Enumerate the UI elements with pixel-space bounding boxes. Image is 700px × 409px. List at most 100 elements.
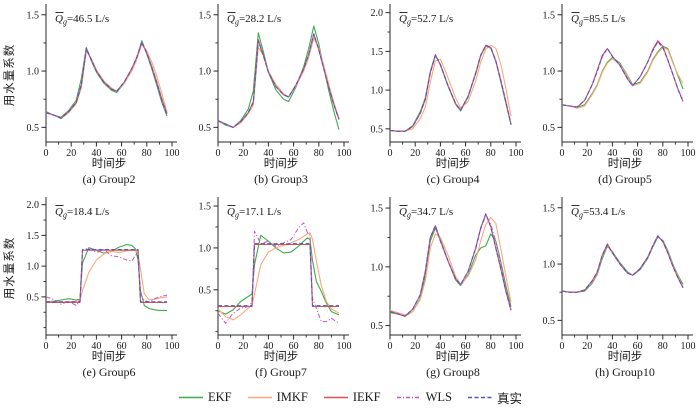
line-imkf (45, 43, 168, 119)
x-axis-title: 时间步 (92, 157, 127, 170)
line-imkf (217, 37, 340, 128)
legend-line-ekf (178, 396, 203, 398)
legend-label-wls: WLS (425, 389, 453, 404)
qg-annotation: Qg=28.2 L/s (227, 13, 281, 27)
line-iekf (561, 40, 684, 108)
qg-annotation: Qg=18.4 L/s (55, 206, 109, 220)
line-ekf (389, 227, 512, 317)
y-tick-label: 0.5 (27, 292, 40, 303)
x-tick-label: 80 (314, 148, 324, 159)
x-axis-title: 时间步 (92, 350, 127, 363)
x-axis-title: 时间步 (436, 157, 471, 170)
x-axis-title: 时间步 (436, 350, 471, 363)
x-tick-label: 0 (388, 341, 393, 352)
subplot-caption: (e) Group6 (83, 365, 136, 379)
qg-annotation: Qg=46.5 L/s (55, 13, 109, 27)
line-ekf (561, 45, 684, 108)
line-wls (389, 45, 512, 132)
qg-annotation: Qg=17.1 L/s (227, 206, 281, 220)
line-iekf (389, 213, 512, 317)
line-ekf (45, 40, 168, 118)
x-tick-label: 40 (607, 341, 617, 352)
x-tick-label: 40 (263, 148, 273, 159)
line-ekf (45, 244, 167, 311)
line-iekf (218, 243, 339, 308)
x-axis-title: 时间步 (264, 157, 299, 170)
x-tick-label: 80 (142, 148, 152, 159)
x-tick-label: 20 (66, 341, 76, 352)
x-tick-label: 60 (289, 341, 299, 352)
line-wls (217, 34, 340, 128)
y-tick-label: 1.5 (543, 10, 556, 21)
qg-annotation: Qg=34.7 L/s (399, 206, 453, 220)
y-tick-label: 0.5 (543, 316, 556, 327)
y-tick-label: 1.0 (27, 67, 40, 78)
subplot-4: 0.5 1.0 1.5 0 20 40 60 80 100 Qg=85.5 L/s 时间步 (d) G… (543, 4, 696, 186)
legend-line-wls (396, 396, 421, 398)
subplot-caption: (c) Group4 (427, 172, 480, 186)
y-axis-title: 用水量系数 (2, 237, 16, 300)
line-iekf (217, 33, 340, 128)
x-tick-label: 60 (289, 148, 299, 159)
x-tick-label: 100 (681, 341, 696, 352)
x-tick-label: 0 (216, 341, 221, 352)
line-wls (217, 222, 340, 324)
x-tick-label: 40 (607, 148, 617, 159)
x-tick-label: 20 (410, 341, 420, 352)
line-true (561, 235, 684, 293)
y-tick-label: 0.5 (371, 321, 384, 332)
y-tick-label: 1.5 (371, 47, 384, 58)
legend: EKF IMKF IEKF WLS 真实 (0, 386, 700, 408)
legend-label-iekf: IEKF (352, 389, 381, 404)
x-tick-label: 60 (633, 148, 643, 159)
x-tick-label: 0 (44, 341, 49, 352)
subplot-2: 0.5 1.0 1.5 0 20 40 60 80 100 Qg=28.2 L/s 时间步 (b) G… (199, 4, 352, 186)
x-tick-label: 40 (263, 341, 273, 352)
legend-item-true: 真实 (467, 388, 522, 407)
line-true (217, 33, 340, 128)
x-tick-label: 0 (44, 148, 49, 159)
legend-line-iekf (323, 396, 348, 398)
x-tick-label: 0 (216, 148, 221, 159)
line-ekf (217, 234, 340, 316)
subplot-caption: (g) Group8 (426, 365, 480, 379)
legend-item-ekf: EKF (178, 390, 232, 405)
x-tick-label: 20 (66, 148, 76, 159)
legend-label-true: 真实 (497, 391, 523, 406)
x-axis-title: 时间步 (608, 350, 643, 363)
x-tick-label: 0 (560, 148, 565, 159)
x-tick-label: 100 (165, 341, 180, 352)
legend-item-iekf: IEKF (323, 390, 381, 405)
line-ekf (217, 25, 340, 130)
legend-item-wls: WLS (396, 390, 452, 405)
x-tick-label: 100 (165, 148, 180, 159)
x-tick-label: 40 (435, 148, 445, 159)
subplot-8: 0.5 1.0 1.5 0 20 40 60 80 100 Qg=53.4 L/s 时间步 (h) G… (543, 197, 696, 379)
y-tick-label: 1.0 (543, 67, 556, 78)
x-tick-label: 60 (633, 341, 643, 352)
subplot-7: 0.5 1.0 1.5 0 20 40 60 80 100 Qg=34.7 L/s 时间步 (g) G… (371, 197, 524, 379)
line-true (45, 41, 168, 119)
subplot-5: 0.5 1.0 1.5 2.0 0 20 40 60 80 100 Qg=18.4 L/s 时间步 (e… (2, 197, 180, 379)
x-tick-label: 20 (238, 148, 248, 159)
subplot-3: 0.5 1.0 1.5 2.0 0 20 40 60 80 100 Qg=52.7 L/s 时间步 (c… (371, 4, 524, 186)
x-tick-label: 40 (435, 341, 445, 352)
line-true (46, 249, 167, 303)
y-tick-label: 0.5 (371, 124, 384, 135)
x-tick-label: 60 (117, 148, 127, 159)
y-tick-label: 1.5 (543, 203, 556, 214)
x-tick-label: 0 (388, 148, 393, 159)
line-ekf (389, 45, 512, 132)
legend-line-imkf (247, 396, 272, 398)
line-iekf (46, 249, 167, 303)
y-tick-label: 1.0 (371, 262, 384, 273)
legend-line-true (468, 396, 493, 398)
x-tick-label: 40 (91, 341, 101, 352)
subplot-1: 0.5 1.0 1.5 0 20 40 60 80 100 Qg=46.5 L/s 时间步 (a) G… (2, 4, 180, 186)
subplot-caption: (d) Group5 (598, 172, 652, 186)
line-true (218, 243, 339, 307)
x-axis-title: 时间步 (264, 350, 299, 363)
y-tick-label: 1.5 (371, 204, 384, 215)
y-tick-label: 1.5 (27, 10, 40, 21)
